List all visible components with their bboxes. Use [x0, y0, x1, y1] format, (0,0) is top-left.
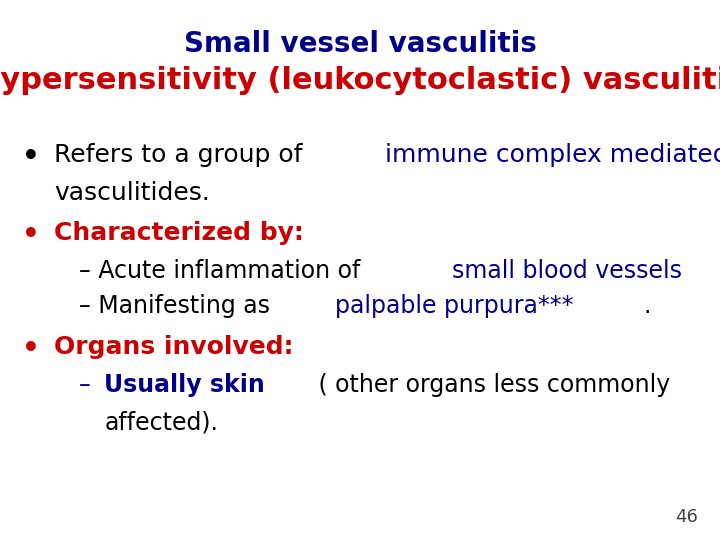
Text: – Acute inflammation of: – Acute inflammation of — [79, 259, 368, 283]
Text: Characterized by:: Characterized by: — [54, 221, 304, 245]
Text: •: • — [22, 335, 40, 363]
Text: ( other organs less commonly: ( other organs less commonly — [312, 373, 671, 396]
Text: Small vessel vasculitis: Small vessel vasculitis — [184, 30, 536, 58]
Text: vasculitides.: vasculitides. — [54, 181, 210, 205]
Text: Usually skin: Usually skin — [104, 373, 265, 396]
Text: –: – — [79, 373, 99, 396]
Text: – Manifesting as: – Manifesting as — [79, 294, 278, 318]
Text: affected).: affected). — [104, 410, 218, 434]
Text: •: • — [22, 221, 40, 249]
Text: 46: 46 — [675, 509, 698, 526]
Text: Refers to a group of: Refers to a group of — [54, 143, 310, 167]
Text: Hypersensitivity (leukocytoclastic) vasculitis: Hypersensitivity (leukocytoclastic) vasc… — [0, 66, 720, 95]
Text: Organs involved:: Organs involved: — [54, 335, 294, 359]
Text: small blood vessels: small blood vessels — [452, 259, 682, 283]
Text: •: • — [22, 143, 40, 171]
Text: .: . — [643, 294, 650, 318]
Text: palpable purpura***: palpable purpura*** — [336, 294, 574, 318]
Text: immune complex mediated: immune complex mediated — [385, 143, 720, 167]
